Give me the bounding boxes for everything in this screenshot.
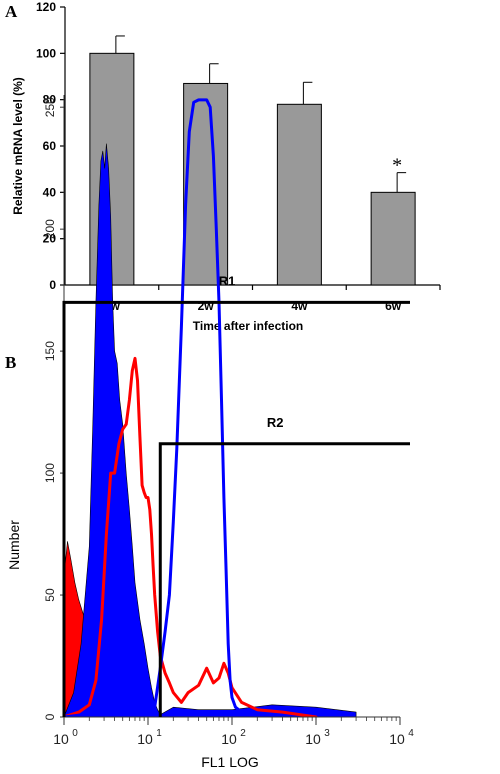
significance-marker: * [392,155,402,177]
panel-a-label: A [5,2,18,21]
y-tick-label: 100 [43,463,57,483]
histogram-line [64,98,259,717]
gate-marker [158,442,410,717]
x-axis-title: FL1 LOG [201,754,259,770]
x-tick-exponent: 1 [156,728,162,739]
x-tick-label: 10 [221,731,237,747]
gate-marker [62,300,410,717]
y-axis-title: Relative mRNA level (%) [11,77,25,215]
y-tick-label: 80 [43,93,57,107]
y-tick-label: 150 [43,341,57,361]
y-tick-label: 0 [43,713,57,720]
x-tick-label: 10 [53,731,69,747]
y-tick-label: 50 [43,588,57,602]
bar [89,52,135,286]
y-tick-label: 200 [43,219,57,239]
bar [276,103,322,286]
y-tick-label: 250 [43,97,57,117]
y-tick-label: 120 [36,0,56,14]
y-axis-title: Number [6,520,22,570]
x-tick-label: 10 [389,731,405,747]
y-tick-label: 60 [43,139,57,153]
x-tick-exponent: 3 [324,728,330,739]
x-tick-exponent: 4 [408,728,414,739]
bar [370,191,416,286]
x-tick-exponent: 2 [240,728,246,739]
x-tick-label: 10 [305,731,321,747]
y-tick-label: 20 [43,232,57,246]
y-tick-label: 0 [49,278,56,292]
gate-label: R2 [267,415,284,430]
histogram-line [64,356,318,717]
panel-b-label: B [5,353,16,372]
gate-label: R1 [219,273,236,288]
y-tick-label: 40 [43,185,57,199]
bar [183,82,229,286]
x-tick-label: 10 [137,731,153,747]
x-tick-exponent: 0 [72,728,78,739]
y-tick-label: 100 [36,46,56,60]
x-axis-title: Time after infection [193,319,303,333]
